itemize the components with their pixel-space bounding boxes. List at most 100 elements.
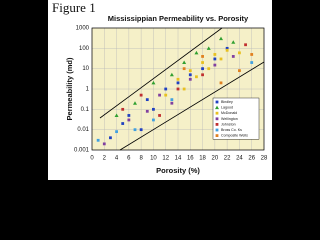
point xyxy=(109,136,112,140)
x-tick-label: 6 xyxy=(127,156,131,162)
point xyxy=(238,69,241,73)
figure-label: Figure 1 xyxy=(52,0,96,15)
point xyxy=(176,77,180,81)
point xyxy=(176,87,180,91)
y-tick-label: 0.1 xyxy=(81,107,90,113)
point xyxy=(170,98,174,102)
point xyxy=(188,73,192,77)
point xyxy=(169,72,174,77)
x-tick-label: 18 xyxy=(199,156,206,162)
x-tick-label: 14 xyxy=(175,156,182,162)
point xyxy=(182,67,186,71)
x-axis-title: Porosity (%) xyxy=(156,166,200,175)
point xyxy=(225,48,229,52)
x-tick-label: 28 xyxy=(261,156,268,162)
legend-marker xyxy=(215,100,219,104)
point xyxy=(219,57,223,61)
point xyxy=(250,53,254,56)
legend-label: McDonald xyxy=(221,111,237,115)
point xyxy=(114,113,119,117)
point xyxy=(250,61,254,64)
y-tick-label: 100 xyxy=(79,46,90,52)
point xyxy=(176,81,180,85)
legend-marker xyxy=(215,128,219,132)
legend-label: Johnston xyxy=(221,122,236,126)
point xyxy=(201,61,204,64)
point xyxy=(121,122,125,125)
point xyxy=(206,46,211,50)
x-tick-label: 20 xyxy=(212,156,219,162)
legend-label: Bross Co. Ks xyxy=(221,128,242,132)
legend-marker xyxy=(215,134,219,137)
y-tick-label: 10 xyxy=(82,66,89,72)
point xyxy=(152,118,155,122)
point xyxy=(225,46,229,50)
point xyxy=(231,55,235,58)
y-tick-label: 0.001 xyxy=(74,148,90,154)
point xyxy=(201,67,204,71)
point xyxy=(127,114,131,117)
point xyxy=(145,109,149,113)
legend-label: Bindley xyxy=(221,100,233,104)
point xyxy=(194,50,199,55)
point xyxy=(170,101,174,105)
point xyxy=(133,101,137,105)
point xyxy=(121,107,125,111)
point xyxy=(201,73,204,77)
page: {"figure_label": "Figure 1", "chart_data… xyxy=(48,0,272,180)
legend-marker xyxy=(215,111,219,115)
x-tick-label: 22 xyxy=(224,156,231,162)
x-tick-label: 24 xyxy=(236,156,243,162)
x-tick-label: 12 xyxy=(162,156,169,162)
x-tick-label: 16 xyxy=(187,156,194,162)
envelope-line xyxy=(119,61,265,151)
point xyxy=(201,55,204,58)
point xyxy=(213,53,217,56)
point xyxy=(164,87,168,91)
point xyxy=(139,93,143,97)
point xyxy=(96,138,100,142)
legend-label: Composite Wells xyxy=(221,134,248,138)
y-tick-label: 1000 xyxy=(76,26,90,32)
envelope-line xyxy=(99,27,223,119)
x-tick-label: 0 xyxy=(90,156,94,162)
point xyxy=(158,114,161,117)
x-tick-label: 2 xyxy=(103,156,107,162)
point xyxy=(115,130,118,134)
y-axis-title: Permeability (md) xyxy=(65,57,74,120)
legend-marker xyxy=(215,123,219,126)
point xyxy=(164,93,168,97)
screenshot: Figure 1 Mississippian Permeability vs. … xyxy=(48,0,272,180)
legend-marker xyxy=(215,117,219,121)
plot-frame xyxy=(91,27,265,151)
x-tick-label: 26 xyxy=(248,156,255,162)
point xyxy=(127,118,131,122)
point xyxy=(219,36,223,41)
point xyxy=(133,128,137,132)
point xyxy=(213,63,217,67)
point xyxy=(188,77,192,81)
point xyxy=(219,81,223,85)
y-tick-label: 1 xyxy=(86,87,90,93)
x-tick-label: 4 xyxy=(115,156,119,162)
point xyxy=(182,87,186,91)
chart-title: Mississippian Permeability vs. Porosity xyxy=(108,14,249,23)
point xyxy=(213,57,217,61)
point xyxy=(158,93,161,97)
point xyxy=(152,107,155,111)
point xyxy=(151,80,156,85)
point xyxy=(145,98,149,102)
y-tick-label: 0.01 xyxy=(77,127,89,133)
legend-label: Wellington xyxy=(221,117,238,121)
legend-label: Lagood xyxy=(221,106,233,110)
point xyxy=(238,51,241,55)
point xyxy=(207,67,211,71)
legend-marker xyxy=(215,105,219,110)
x-tick-label: 10 xyxy=(150,156,157,162)
x-tick-label: 8 xyxy=(139,156,143,162)
point xyxy=(231,40,236,44)
point xyxy=(102,142,106,146)
point xyxy=(182,60,187,65)
point xyxy=(188,69,192,73)
point xyxy=(139,128,143,132)
